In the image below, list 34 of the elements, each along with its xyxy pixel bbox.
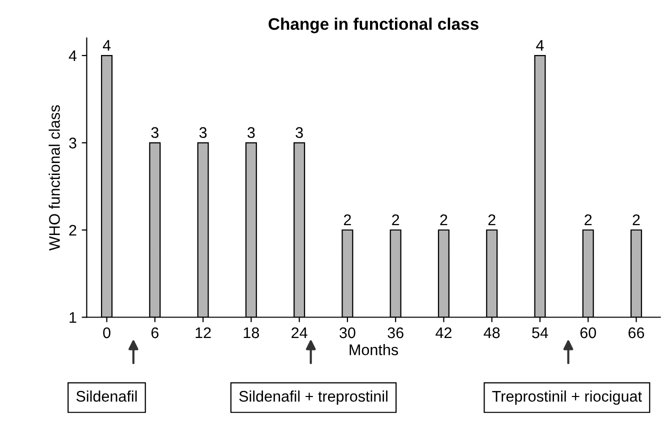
data-label: 2	[584, 214, 592, 226]
x-tick-label: 18	[244, 327, 260, 338]
x-tick-label: 54	[532, 328, 548, 338]
text: Treprostinil + riociguat	[492, 390, 642, 405]
x-tick-label: 6	[151, 327, 158, 338]
x-tick-label: 66	[628, 327, 644, 338]
text: Sildenafil	[76, 390, 137, 402]
y-tick-label: 1	[70, 312, 76, 323]
x-tick-label: 12	[196, 327, 211, 338]
y-tick-label: 3	[69, 138, 76, 148]
data-label: 3	[199, 127, 207, 138]
data-label: 2	[344, 214, 351, 226]
text: Sildenafil + treprostinil	[239, 390, 388, 405]
data-label: 3	[151, 127, 158, 138]
data-label: 2	[392, 214, 400, 226]
x-tick-label: 0	[103, 327, 110, 338]
data-label: 4	[102, 40, 111, 51]
y-axis-title: WHO functional class	[48, 105, 60, 251]
x-tick-label: 36	[388, 327, 404, 338]
data-label: 4	[536, 40, 544, 51]
x-tick-label: 42	[436, 327, 452, 338]
x-tick-label: 30	[340, 327, 356, 338]
data-label: 2	[440, 214, 448, 226]
data-label: 3	[248, 127, 255, 138]
data-label: 2	[488, 214, 496, 226]
data-label: 2	[632, 214, 640, 226]
chart-title: Change in functional class	[268, 18, 478, 34]
data-label: 3	[296, 127, 303, 138]
y-tick-label: 2	[69, 224, 76, 236]
x-tick-label: 48	[484, 327, 500, 338]
x-axis-title: Months	[350, 344, 398, 356]
x-tick-label: 24	[292, 327, 308, 338]
y-tick-label: 4	[68, 50, 77, 62]
x-tick-label: 60	[580, 327, 596, 338]
